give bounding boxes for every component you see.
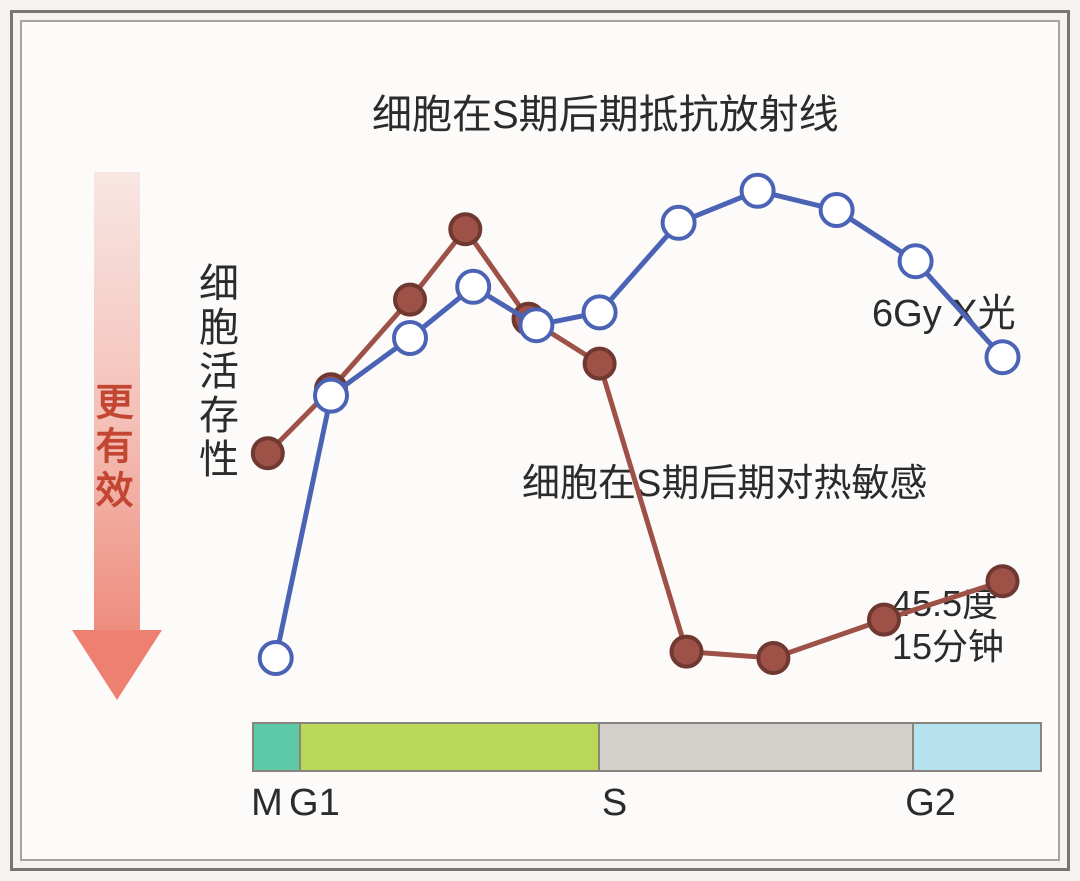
series-a-marker (900, 245, 932, 277)
series-b-marker (450, 214, 480, 244)
series-a-marker (520, 309, 552, 341)
chart-area: 细胞在S期后期抵抗放射线 6Gy X光 细胞在S期后期对热敏感 45.5度 15… (252, 82, 1062, 802)
phase-tick-S: S (602, 782, 627, 825)
series-b-line (268, 229, 1003, 658)
arrow-label: 更有效 (96, 382, 138, 514)
series-b-marker (253, 438, 283, 468)
series-b-marker (869, 605, 899, 635)
effectiveness-arrow: 更有效 (82, 172, 152, 692)
series-b-marker (758, 643, 788, 673)
phase-segment-G2 (914, 724, 1040, 770)
phase-segment-S (600, 724, 914, 770)
series-b-marker (585, 349, 615, 379)
y-axis-char: 细 (197, 262, 241, 306)
series-a-marker (260, 642, 292, 674)
series-a-marker (821, 194, 853, 226)
series-b-marker (988, 566, 1018, 596)
y-axis-char: 活 (197, 350, 241, 394)
series-a-marker (394, 322, 426, 354)
series-b-marker (395, 285, 425, 315)
arrow-head-icon (72, 630, 162, 700)
chart-svg (252, 82, 1042, 722)
y-axis-char: 性 (197, 438, 241, 482)
series-b-marker (672, 637, 702, 667)
inner-frame: 更有效 细胞活存性 细胞在S期后期抵抗放射线 6Gy X光 细胞在S期后期对热敏… (20, 20, 1060, 861)
y-axis-char: 存 (197, 394, 241, 438)
series-a-marker (663, 207, 695, 239)
series-a-marker (742, 175, 774, 207)
phase-tick-M: M (251, 782, 283, 825)
phase-segment-M (254, 724, 301, 770)
phase-tick-G2: G2 (905, 782, 956, 825)
series-a-marker (987, 341, 1019, 373)
y-axis-char: 胞 (197, 306, 241, 350)
phase-tick-G1: G1 (289, 782, 340, 825)
series-a-marker (584, 296, 616, 328)
phase-bar (252, 722, 1042, 772)
phase-segment-G1 (301, 724, 600, 770)
phase-ticks: MG1 S G2 (252, 782, 1042, 832)
y-axis-label: 细胞活存性 (197, 262, 241, 482)
series-a-marker (315, 380, 347, 412)
series-a-marker (457, 271, 489, 303)
series-a-line (276, 191, 1003, 658)
